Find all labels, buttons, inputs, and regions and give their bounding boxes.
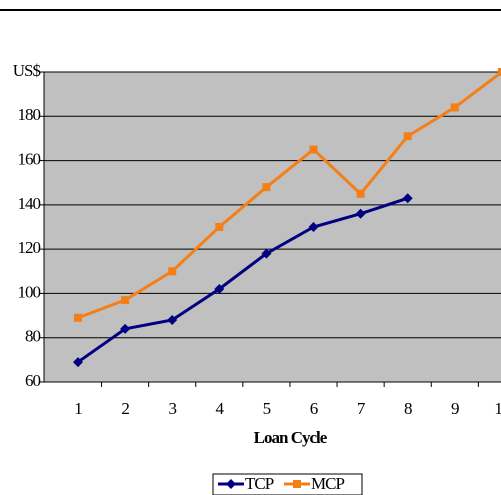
y-tick-label: 140 [18,194,41,213]
y-tick-label: 160 [18,149,41,168]
point-marker [73,357,83,368]
x-tick-label: 9 [451,399,459,418]
series-line [77,196,409,364]
point-marker [497,68,501,76]
point-marker [121,296,130,305]
legend-marker [226,479,236,489]
point-marker [167,315,178,325]
y-tick-label: US$ [13,61,41,80]
legend-label: MCP [311,474,344,493]
x-tick-label: 4 [216,399,225,418]
y-tick-label: 180 [18,105,41,124]
point-marker [215,223,224,231]
x-tick-label: 2 [121,399,129,418]
point-marker [261,248,272,259]
point-marker [450,103,459,112]
x-tick-label: 8 [404,399,412,418]
point-marker [120,323,131,334]
point-marker [308,222,319,232]
x-tick-label: 3 [168,399,176,418]
x-axis-title: Loan Cycle [254,428,328,447]
x-tick-label: 5 [263,399,271,418]
x-tick-label: 7 [357,399,366,418]
point-marker [214,284,225,294]
point-marker [356,189,365,198]
y-tick-label: 120 [18,238,41,257]
x-tick-label: 6 [310,399,318,418]
point-marker [355,208,366,219]
series-line [77,70,501,320]
point-marker [168,267,177,276]
legend-label: TCP [245,474,274,493]
y-tick-label: 100 [18,282,41,301]
x-tick-label: 10 [494,399,501,418]
point-marker [74,313,82,322]
point-marker [262,183,271,192]
point-marker [403,132,412,141]
point-marker [402,193,413,204]
point-marker [309,145,318,154]
plot-area [43,71,501,383]
legend-marker [293,480,301,488]
x-tick-label: 1 [74,399,82,418]
y-tick-label: 80 [25,327,41,346]
y-tick-label: 60 [25,371,41,390]
